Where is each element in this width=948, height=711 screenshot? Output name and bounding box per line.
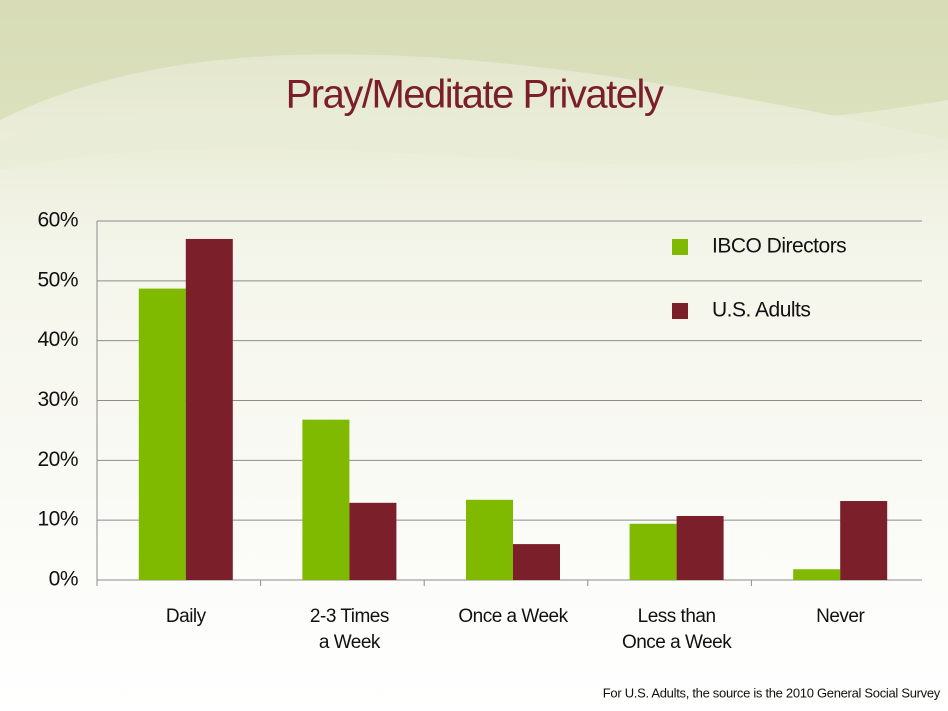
bar xyxy=(840,501,888,580)
bar xyxy=(676,515,724,580)
x-tick-label: Once a Week xyxy=(458,606,568,627)
legend-swatch xyxy=(672,239,688,255)
bar xyxy=(349,502,397,580)
x-tick-label: 2-3 Times a Week xyxy=(309,606,389,653)
bar xyxy=(513,544,560,580)
y-tick-label: 40% xyxy=(37,328,78,351)
y-tick-label: 30% xyxy=(37,388,78,411)
chart-title: Pray/Meditate Privately xyxy=(286,73,664,117)
y-tick-label: 10% xyxy=(37,508,78,531)
y-tick-label: 60% xyxy=(37,209,78,232)
bar xyxy=(302,419,350,580)
legend-swatch xyxy=(672,303,688,319)
x-tick-label: Daily xyxy=(165,606,206,627)
bar xyxy=(629,523,677,580)
y-tick-label: 50% xyxy=(37,268,78,291)
y-tick-label: 20% xyxy=(37,448,78,471)
y-tick-label: 0% xyxy=(49,568,78,591)
footnote: For U.S. Adults, the source is the 2010 … xyxy=(603,685,941,700)
legend-label: IBCO Directors xyxy=(712,235,846,258)
legend-label: U.S. Adults xyxy=(712,299,810,322)
swoosh xyxy=(0,100,948,170)
swoosh xyxy=(0,0,948,140)
bar xyxy=(185,238,233,580)
bar xyxy=(466,499,513,580)
bar xyxy=(138,288,186,580)
bar xyxy=(793,569,841,580)
x-tick-label: Less than Once a Week xyxy=(621,606,732,653)
x-tick-label: Never xyxy=(816,606,865,627)
